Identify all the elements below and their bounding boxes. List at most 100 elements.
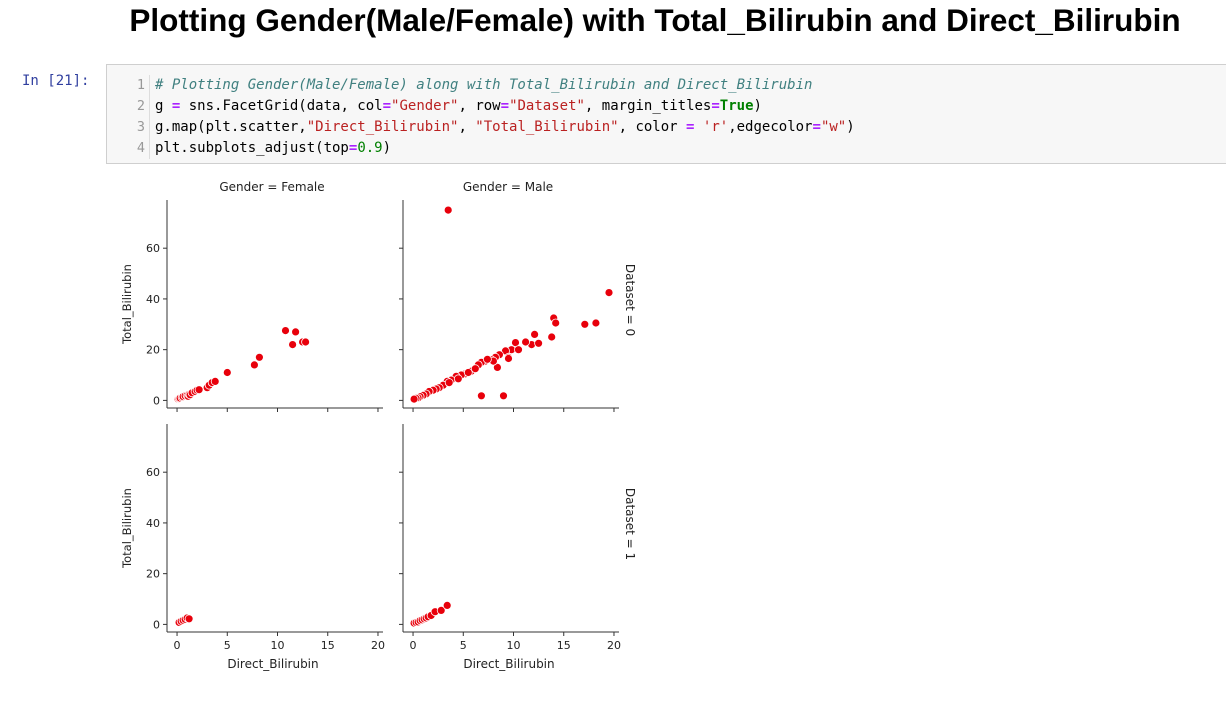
scatter-facet-grid: 0 20 40 60 0 20 40 60 0 5 10 15 20 0 5 10 15 20 Gender = F…: [120, 180, 637, 671]
code-token: [694, 119, 702, 135]
code-line: g = sns.FacetGrid(data, col="Gender", ro…: [155, 96, 855, 117]
scatter-point: [580, 319, 590, 329]
code-line: g.map(plt.scatter,"Direct_Bilirubin", "T…: [155, 117, 855, 138]
scatter-point: [482, 354, 492, 364]
x-tick-label: 5: [460, 639, 467, 652]
y-tick-label: 60: [146, 466, 160, 479]
x-tick-label: 15: [321, 639, 335, 652]
code-token: g: [155, 98, 172, 114]
code-line: plt.subplots_adjust(top=0.9): [155, 138, 855, 159]
scatter-point: [249, 360, 259, 370]
scatter-point: [444, 378, 454, 388]
scatter-point: [476, 391, 486, 401]
line-number: 4: [136, 140, 145, 156]
scatter-point: [504, 354, 513, 363]
code-token: "w": [820, 119, 847, 135]
code-token: =: [171, 98, 181, 114]
facet-grid-figure: 0 20 40 60 0 20 40 60 0 5 10 15 20 0 5 10 15 20 Gender = F…: [0, 166, 700, 697]
code-token: =: [348, 140, 358, 156]
line-number-gutter: 1 2 3 4: [107, 75, 150, 159]
code-token: , margin_titles: [584, 98, 712, 114]
code-token: =: [812, 119, 821, 135]
scatter-point: [210, 376, 220, 386]
y-tick-label: 20: [146, 568, 160, 581]
scatter-point: [291, 327, 301, 337]
code-token: , row: [458, 98, 501, 114]
y-axis-label: Total_Bilirubin: [120, 488, 134, 569]
code-token: =: [711, 98, 720, 114]
x-tick-label: 10: [271, 639, 285, 652]
x-axis-label: Direct_Bilirubin: [227, 657, 318, 671]
scatter-point: [514, 345, 523, 355]
y-tick-label: 40: [146, 293, 160, 306]
scatter-point: [453, 374, 463, 384]
code-token: , color: [618, 119, 687, 135]
scatter-point: [521, 337, 530, 347]
code-cell[interactable]: 1 2 3 4 # Plotting Gender(Male/Female) alon…: [106, 64, 1226, 164]
y-tick-label: 0: [153, 618, 160, 631]
scatter-point: [409, 394, 419, 404]
page-title: Plotting Gender(Male/Female) with Total_…: [129, 2, 1181, 38]
code-token: g.map(plt.scatter,: [155, 119, 307, 135]
scatter-point: [463, 368, 473, 377]
code-token: ,edgecolor: [728, 119, 813, 135]
code-editor[interactable]: # Plotting Gender(Male/Female) along wit…: [155, 75, 855, 159]
y-tick-label: 40: [146, 517, 160, 530]
scatter-point: [184, 614, 194, 624]
y-tick-label: 60: [146, 242, 160, 255]
x-tick-label: 5: [224, 639, 231, 652]
code-token: "Gender": [391, 98, 459, 114]
scatter-point: [591, 318, 601, 328]
scatter-point: [547, 332, 557, 342]
code-token: "Direct_Bilirubin": [306, 119, 459, 135]
code-token: 0.9: [357, 140, 383, 156]
code-token: ): [382, 140, 392, 156]
code-token: =: [686, 119, 695, 135]
y-tick-label: 0: [153, 394, 160, 407]
cell-prompt: In [21]:: [22, 73, 90, 89]
row-title: Dataset = 1: [623, 488, 637, 560]
y-tick-label: 20: [146, 344, 160, 357]
code-token: ): [846, 119, 855, 135]
x-tick-label: 0: [410, 639, 417, 652]
x-tick-label: 20: [607, 639, 621, 652]
scatter-point: [534, 338, 543, 348]
code-token: ): [753, 98, 762, 114]
scatter-point: [281, 326, 290, 336]
scatter-point: [254, 352, 264, 362]
scatter-point: [499, 391, 508, 401]
line-number: 1: [136, 77, 145, 93]
code-token: "Total_Bilirubin": [475, 119, 619, 135]
code-token: =: [382, 98, 392, 114]
scatter-point: [470, 364, 480, 374]
row-title: Dataset = 0: [623, 264, 637, 336]
scatter-point: [443, 205, 453, 215]
code-token: plt.subplots_adjust(top: [155, 140, 349, 156]
scatter-point: [301, 337, 311, 347]
scatter-point: [222, 368, 232, 377]
x-tick-label: 15: [557, 639, 571, 652]
scatter-point: [604, 288, 614, 297]
x-axis-label: Direct_Bilirubin: [463, 657, 554, 671]
x-tick-label: 0: [174, 639, 181, 652]
code-token: # Plotting Gender(Male/Female) along wit…: [155, 77, 813, 93]
x-tick-label: 10: [507, 639, 521, 652]
scatter-point: [288, 340, 298, 350]
scatter-point: [551, 318, 561, 328]
scatter-point: [492, 362, 502, 372]
code-token: 'r': [702, 119, 729, 135]
line-number: 3: [136, 119, 145, 135]
line-number: 2: [136, 98, 145, 114]
scatter-point: [436, 605, 446, 615]
code-token: sns.FacetGrid(data, col: [180, 98, 383, 114]
scatter-point: [530, 329, 539, 339]
code-token: "Dataset": [509, 98, 585, 114]
code-token: =: [500, 98, 510, 114]
code-token: ,: [458, 119, 476, 135]
scatter-point: [194, 385, 204, 395]
code-token: True: [719, 98, 754, 114]
column-title: Gender = Female: [219, 180, 324, 194]
y-axis-label: Total_Bilirubin: [120, 264, 134, 345]
code-line: # Plotting Gender(Male/Female) along wit…: [155, 75, 855, 96]
x-tick-label: 20: [371, 639, 385, 652]
